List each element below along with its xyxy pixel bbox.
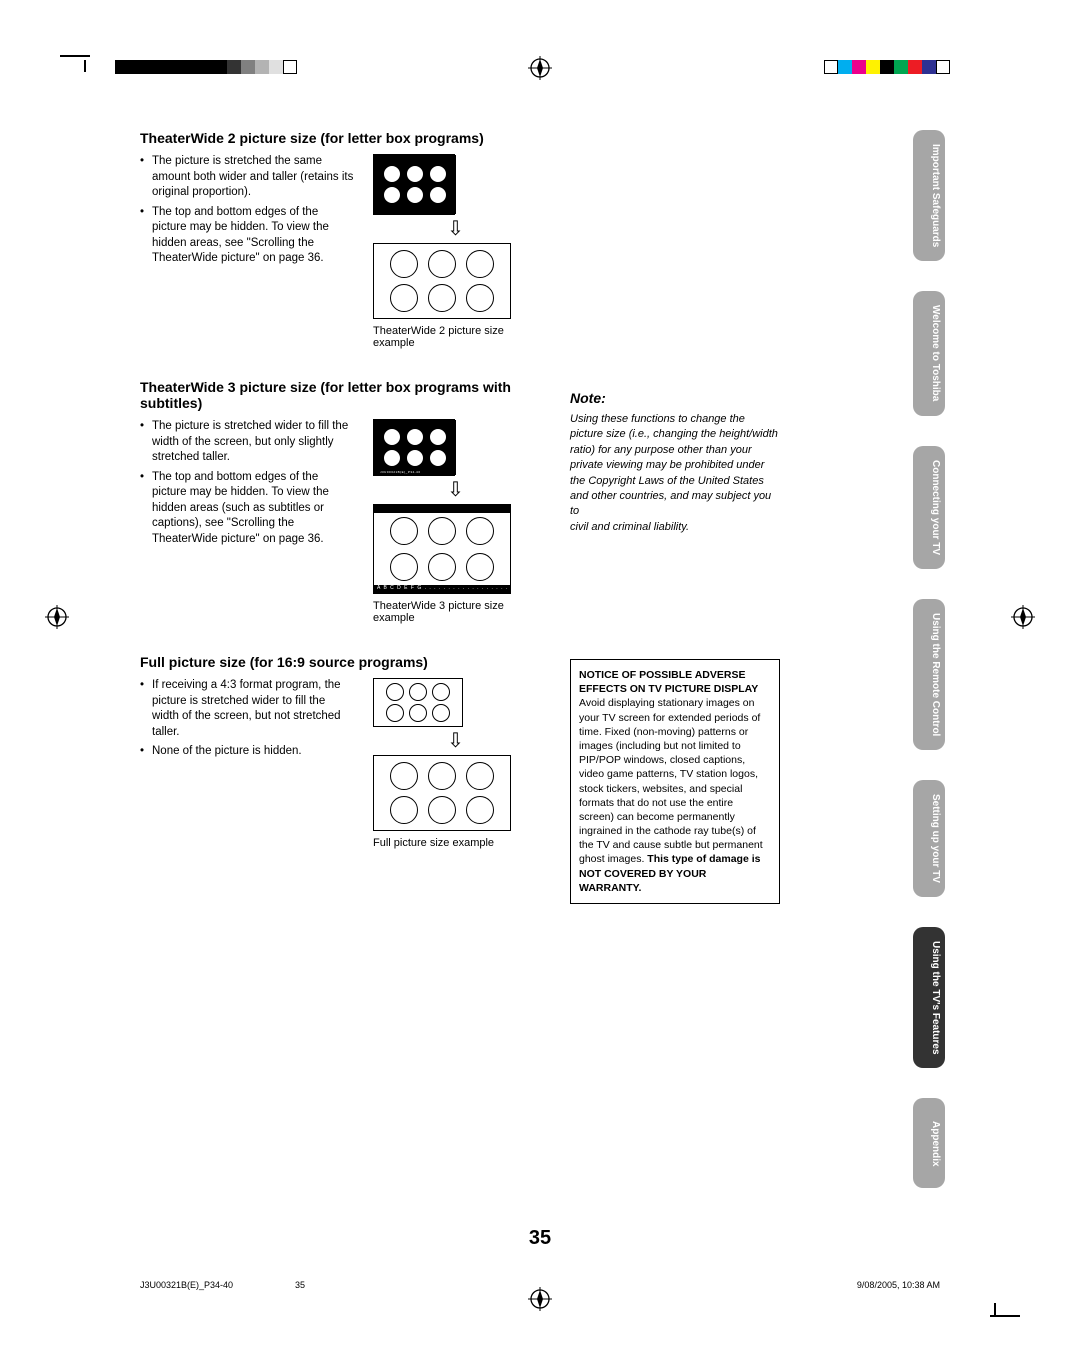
note-text: Using these functions to change the pict… — [570, 412, 780, 535]
footer-mid: 35 — [295, 1280, 305, 1290]
list-item: None of the picture is hidden. — [152, 744, 355, 760]
caption-tw2: TheaterWide 2 picture size example — [373, 325, 538, 349]
heading-tw2: TheaterWide 2 picture size (for letter b… — [140, 130, 540, 146]
section-full: If receiving a 4:3 format program, the p… — [140, 678, 540, 849]
side-tab: Connecting your TV — [913, 446, 945, 569]
caption-full: Full picture size example — [373, 837, 538, 849]
notice-body: Avoid displaying stationary images on yo… — [579, 697, 763, 865]
footer-right: 9/08/2005, 10:38 AM — [857, 1280, 940, 1290]
diagram-tw2: ⇩ TheaterWide 2 picture size example — [373, 154, 538, 349]
list-item: The picture is stretched wider to fill t… — [152, 419, 355, 466]
subtitle-strip: A B C D E F G . . . . . . . . . . . . . … — [374, 585, 510, 593]
side-tab: Setting up your TV — [913, 780, 945, 897]
registration-mark — [528, 56, 552, 83]
list-item: The top and bottom edges of the picture … — [152, 205, 355, 267]
notice-box: NOTICE OF POSSIBLE ADVERSE EFFECTS ON TV… — [570, 659, 780, 904]
note-heading: Note: — [570, 390, 930, 406]
bullets-tw2: The picture is stretched the same amount… — [140, 154, 355, 349]
side-tab: Appendix — [913, 1098, 945, 1188]
list-item: The picture is stretched the same amount… — [152, 154, 355, 201]
side-tab: Using the Remote Control — [913, 599, 945, 750]
page-content: TheaterWide 2 picture size (for letter b… — [140, 130, 940, 904]
color-bar-right — [824, 60, 950, 74]
footer-left: J3U00321B(E)_P34-40 — [140, 1280, 233, 1290]
color-bar-left — [115, 60, 297, 74]
heading-tw3: TheaterWide 3 picture size (for letter b… — [140, 379, 540, 411]
caption-tw3: TheaterWide 3 picture size example — [373, 600, 538, 624]
heading-full: Full picture size (for 16:9 source progr… — [140, 654, 540, 670]
notice-header: NOTICE OF POSSIBLE ADVERSE EFFECTS ON TV… — [579, 669, 758, 695]
bullets-full: If receiving a 4:3 format program, the p… — [140, 678, 355, 849]
page-number: 35 — [0, 1227, 1080, 1250]
side-tab: Important Safeguards — [913, 130, 945, 261]
diagram-tw3: J3U00321B(E)_P34-40 ⇩ A B C D E F G . . … — [373, 419, 538, 624]
registration-mark — [528, 1287, 552, 1314]
arrow-down-icon: ⇩ — [373, 219, 538, 239]
arrow-down-icon: ⇩ — [373, 731, 538, 751]
side-tabs: Important Safeguards Welcome to Toshiba Co… — [913, 130, 945, 1188]
subtitle-strip: J3U00321B(E)_P34-40 — [378, 470, 452, 475]
diagram-full: ⇩ Full picture size example — [373, 678, 538, 849]
side-tab: Using the TV's Features — [913, 927, 945, 1069]
list-item: The top and bottom edges of the picture … — [152, 470, 355, 548]
bullets-tw3: The picture is stretched wider to fill t… — [140, 419, 355, 624]
registration-mark — [1011, 605, 1035, 632]
crop-mark — [60, 55, 90, 57]
arrow-down-icon: ⇩ — [373, 480, 538, 500]
registration-mark — [45, 605, 69, 632]
section-tw2: The picture is stretched the same amount… — [140, 154, 540, 349]
list-item: If receiving a 4:3 format program, the p… — [152, 678, 355, 740]
footer: J3U00321B(E)_P34-40 35 9/08/2005, 10:38 … — [140, 1280, 940, 1290]
crop-mark — [84, 60, 86, 72]
side-tab: Welcome to Toshiba — [913, 291, 945, 415]
section-tw3: The picture is stretched wider to fill t… — [140, 419, 540, 624]
